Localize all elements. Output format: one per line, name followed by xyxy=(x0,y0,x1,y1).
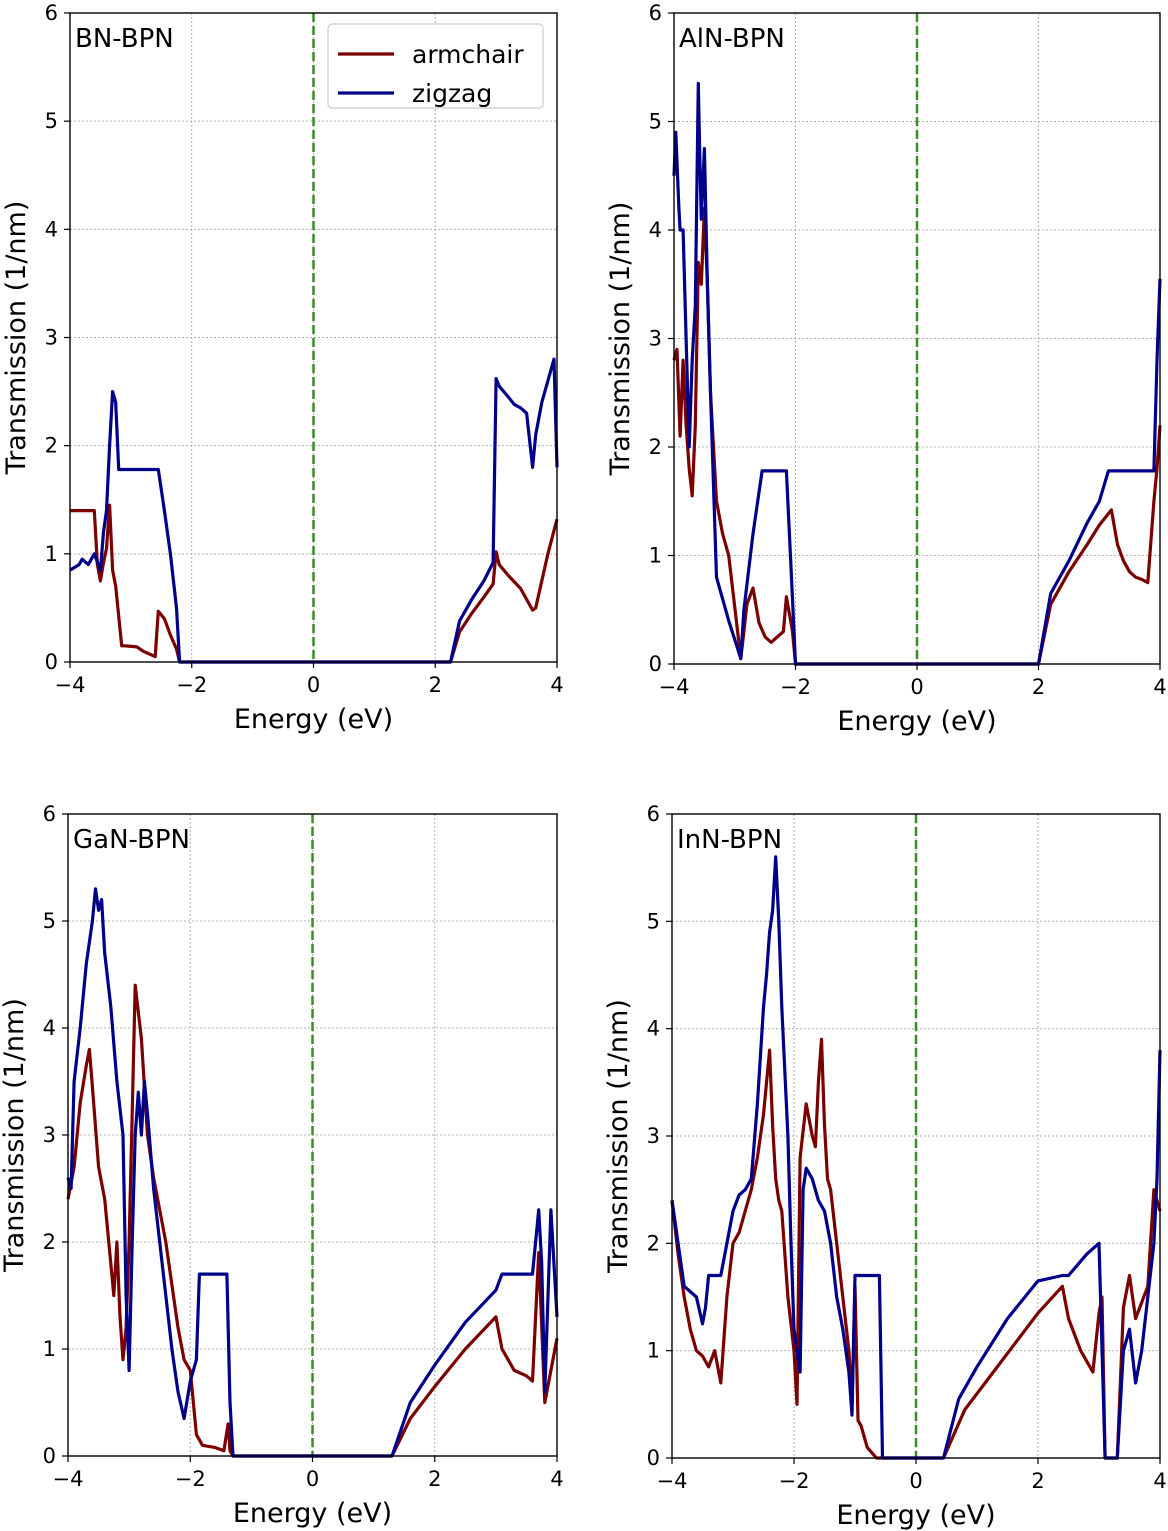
chart-0-ytick-label-1: 1 xyxy=(45,542,58,566)
chart-2-ytick-label-3: 3 xyxy=(43,1123,56,1147)
chart-2-ylabel: Transmission (1/nm) xyxy=(0,998,30,1273)
chart-1-ytick-label-0: 0 xyxy=(649,652,662,676)
chart-3-ytick-label-3: 3 xyxy=(647,1124,660,1148)
chart-1-ytick-label-5: 5 xyxy=(649,110,662,134)
chart-3-panel: −4 −2 0 2 4 0 1 2 3 4 5 6 Energy (eV) Transmission (1… xyxy=(603,802,1167,1531)
chart-3-xtick-label-1: −2 xyxy=(779,1469,810,1493)
chart-2-series-armchair xyxy=(66,983,559,1458)
chart-1-xlabel: Energy (eV) xyxy=(837,706,996,737)
chart-0-xtick-label-4: 4 xyxy=(550,673,563,697)
chart-1-xtick-label-3: 2 xyxy=(1032,675,1045,699)
chart-3-xlabel: Energy (eV) xyxy=(836,1500,995,1531)
chart-1-xtick-label-1: −2 xyxy=(780,675,811,699)
chart-3-panel-label: InN-BPN xyxy=(677,825,782,855)
chart-0-legend-box xyxy=(327,23,544,109)
chart-0-xlabel: Energy (eV) xyxy=(234,704,393,735)
chart-1-ytick-label-6: 6 xyxy=(649,1,662,25)
chart-3-series-armchair xyxy=(670,1037,1162,1460)
chart-2-xtick-label-0: −4 xyxy=(53,1467,84,1491)
chart-3-ytick-label-6: 6 xyxy=(647,802,660,826)
chart-3-series-zigzag xyxy=(670,855,1162,1460)
chart-3-ytick-label-0: 0 xyxy=(647,1446,660,1470)
chart-3-ytick-label-5: 5 xyxy=(647,909,660,933)
chart-3-ylabel: Transmission (1/nm) xyxy=(603,999,634,1274)
chart-3-xtick-label-3: 2 xyxy=(1031,1469,1044,1493)
chart-2-panel: −4 −2 0 2 4 0 1 2 3 4 5 6 Energy (eV) Transmission (1… xyxy=(0,802,564,1529)
chart-0-xtick-label-2: 0 xyxy=(307,673,320,697)
chart-3-xtick-label-4: 4 xyxy=(1153,1469,1166,1493)
chart-2-xlabel: Energy (eV) xyxy=(233,1498,392,1529)
chart-0-ytick-label-3: 3 xyxy=(45,326,58,350)
chart-3-xtick-label-0: −4 xyxy=(657,1469,688,1493)
chart-1-ytick-label-1: 1 xyxy=(649,544,662,568)
chart-2-xtick-label-4: 4 xyxy=(550,1467,563,1491)
chart-1-ytick-label-2: 2 xyxy=(649,435,662,459)
chart-3-xtick-label-2: 0 xyxy=(909,1469,922,1493)
chart-0-ylabel: Transmission (1/nm) xyxy=(1,201,32,476)
chart-3-ytick-label-2: 2 xyxy=(647,1231,660,1255)
chart-0-ytick-label-6: 6 xyxy=(45,1,58,25)
chart-0-ytick-label-0: 0 xyxy=(45,650,58,674)
chart-2-ytick-label-0: 0 xyxy=(43,1444,56,1468)
chart-0-series-zigzag xyxy=(69,357,559,664)
chart-0-xtick-label-3: 2 xyxy=(429,673,442,697)
chart-1-xtick-label-2: 0 xyxy=(910,675,923,699)
chart-1-panel: −4 −2 0 2 4 0 1 2 3 4 5 6 Energy (eV) Transmission (1… xyxy=(605,1,1167,737)
chart-1-ylabel: Transmission (1/nm) xyxy=(605,202,636,477)
chart-0-ytick-label-5: 5 xyxy=(45,109,58,133)
chart-2-ytick-label-4: 4 xyxy=(43,1016,56,1040)
chart-0-panel-label: BN-BPN xyxy=(75,24,174,54)
chart-0-xtick-label-1: −2 xyxy=(176,673,207,697)
chart-1-xtick-label-4: 4 xyxy=(1153,675,1166,699)
chart-0-ytick-label-2: 2 xyxy=(45,434,58,458)
chart-1-ytick-label-4: 4 xyxy=(649,218,662,242)
chart-0-legend-label-zigzag: zigzag xyxy=(412,79,492,108)
chart-0-legend-label-armchair: armchair xyxy=(412,40,524,69)
chart-2-series-zigzag xyxy=(66,887,559,1458)
chart-3-ytick-label-4: 4 xyxy=(647,1017,660,1041)
chart-0-xtick-label-0: −4 xyxy=(55,673,86,697)
chart-1-xtick-label-0: −4 xyxy=(659,675,690,699)
chart-2-ytick-label-2: 2 xyxy=(43,1230,56,1254)
chart-1-panel-label: AlN-BPN xyxy=(679,24,785,54)
chart-1-series-armchair xyxy=(672,206,1162,666)
chart-0-series-armchair xyxy=(70,503,559,664)
chart-0-panel: −4 −2 0 2 4 0 1 2 3 4 5 6 Energy (eV) Transmission (1… xyxy=(1,1,564,735)
chart-0-ytick-label-4: 4 xyxy=(45,217,58,241)
chart-2-ytick-label-5: 5 xyxy=(43,909,56,933)
chart-2-panel-label: GaN-BPN xyxy=(73,825,190,855)
chart-3-ytick-label-1: 1 xyxy=(647,1339,660,1363)
chart-1-series-zigzag xyxy=(672,81,1162,666)
chart-2-xtick-label-3: 2 xyxy=(428,1467,441,1491)
chart-0-legend: armchair zigzag xyxy=(327,23,544,109)
chart-2-ytick-label-6: 6 xyxy=(43,802,56,826)
chart-2-ytick-label-1: 1 xyxy=(43,1337,56,1361)
chart-1-ytick-label-3: 3 xyxy=(649,327,662,351)
chart-2-xtick-label-1: −2 xyxy=(175,1467,206,1491)
chart-2-xtick-label-2: 0 xyxy=(306,1467,319,1491)
